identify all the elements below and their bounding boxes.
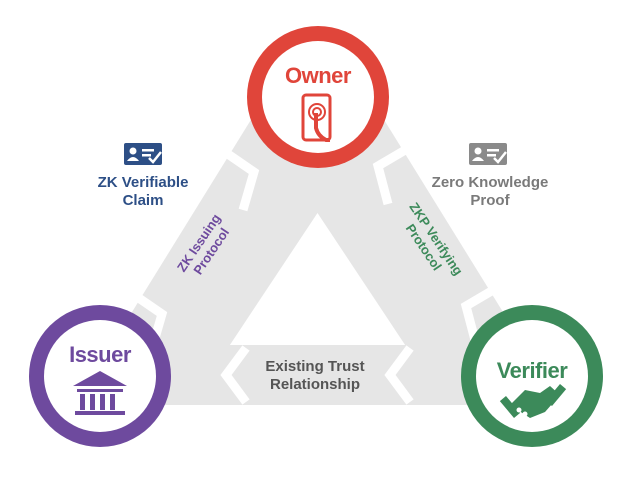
verifying-chevron-bottom: [460, 282, 503, 346]
verifying-chevron-top: [372, 142, 415, 206]
verified-id-card-icon: [124, 143, 162, 165]
existing-trust-label: Existing Trust Relationship: [250, 358, 380, 394]
trust-band: [150, 345, 495, 405]
zk-verifiable-claim-label: ZK Verifiable Claim: [78, 174, 208, 210]
issuing-chevron-top: [219, 146, 260, 212]
zero-knowledge-proof-label: Zero Knowledge Proof: [420, 174, 560, 210]
verifying-band: [289, 110, 524, 375]
trust-line1: Existing Trust: [265, 358, 365, 375]
owner-title: Owner: [285, 63, 351, 88]
proof-line1: Zero Knowledge: [431, 174, 549, 191]
handshake-icon: [499, 384, 567, 418]
bank-icon: [73, 371, 127, 415]
issuer-title: Issuer: [69, 342, 131, 367]
trust-line2: Relationship: [269, 376, 360, 393]
claim-line2: Claim: [122, 192, 164, 209]
proof-line2: Proof: [470, 192, 510, 209]
touch-phone-icon: [301, 93, 332, 142]
claim-line1: ZK Verifiable: [97, 174, 189, 191]
trust-chevron-left: [220, 345, 250, 405]
trust-chevron-right: [384, 345, 414, 405]
verified-id-card-icon: [469, 143, 507, 165]
owner-node: [247, 26, 389, 168]
verifier-title: Verifier: [496, 358, 568, 383]
